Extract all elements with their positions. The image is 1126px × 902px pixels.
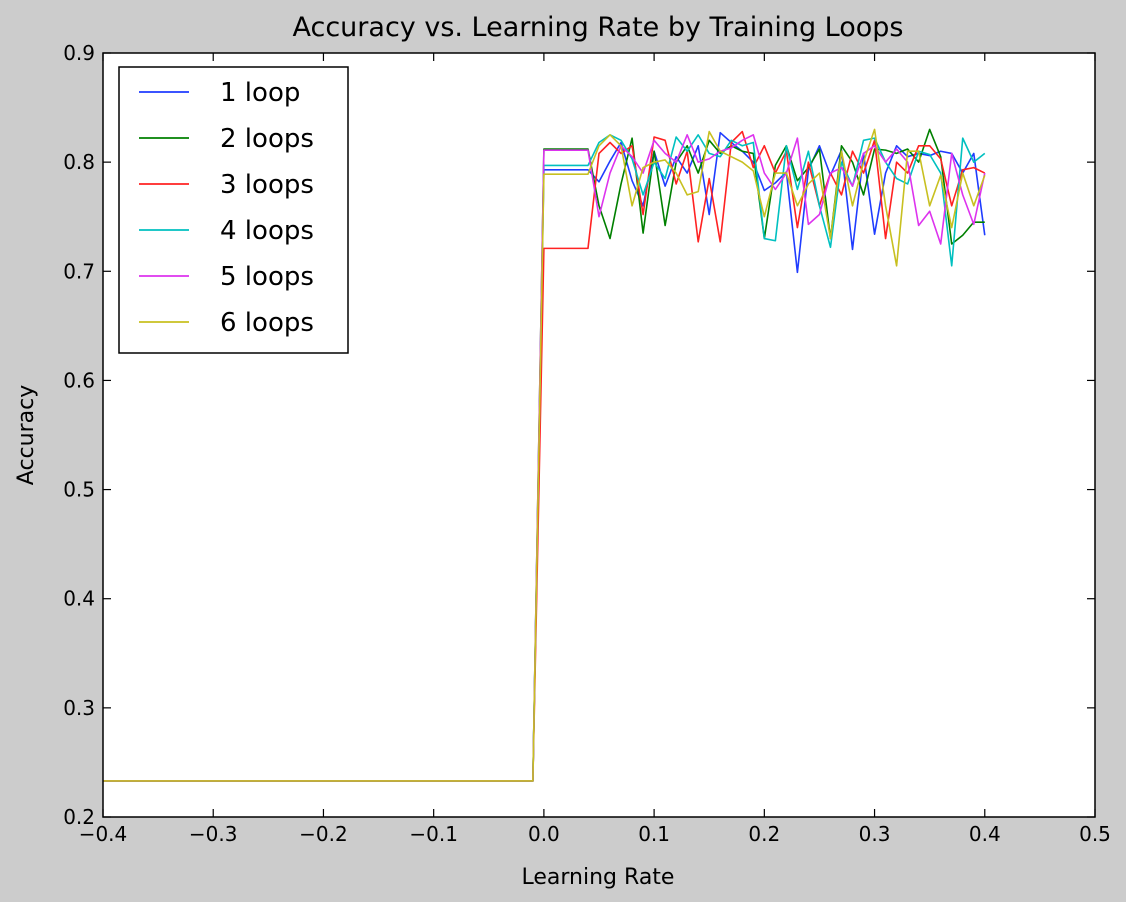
- y-tick-label: 0.3: [63, 696, 95, 720]
- x-tick-label: −0.2: [299, 822, 348, 846]
- x-tick-label: −0.4: [79, 822, 128, 846]
- series-layer: [103, 128, 986, 782]
- legend-label-1: 1 loop: [220, 78, 300, 108]
- series-line-6: [103, 128, 986, 782]
- x-tick-label: 0.5: [1079, 822, 1111, 846]
- y-tick-label: 0.4: [63, 587, 95, 611]
- x-axis-ticks: −0.4 −0.3 −0.2 −0.1 0.0 0.1 0.2 0.3 0.4 0.5: [79, 53, 1111, 846]
- x-tick-label: −0.1: [409, 822, 458, 846]
- x-tick-label: 0.0: [528, 822, 560, 846]
- legend-label-2: 2 loops: [220, 124, 314, 154]
- y-axis-label: Accuracy: [14, 385, 39, 485]
- legend: 1 loop 2 loops 3 loops 4 loops 5 loops 6 loop…: [118, 66, 349, 354]
- x-tick-label: 0.2: [748, 822, 780, 846]
- legend-label-5: 5 loops: [220, 262, 314, 292]
- y-tick-label: 0.8: [63, 150, 95, 174]
- y-tick-label: 0.7: [63, 259, 95, 283]
- y-axis-ticks: 0.2 0.3 0.4 0.5 0.6 0.7 0.8 0.9: [63, 41, 1095, 829]
- x-tick-label: −0.3: [189, 822, 238, 846]
- y-tick-label: 0.9: [63, 41, 95, 65]
- x-tick-label: 0.1: [638, 822, 670, 846]
- y-tick-label: 0.5: [63, 478, 95, 502]
- legend-box: [118, 66, 349, 354]
- x-tick-label: 0.4: [969, 822, 1001, 846]
- legend-label-3: 3 loops: [220, 170, 314, 200]
- y-tick-label: 0.6: [63, 368, 95, 392]
- legend-label-4: 4 loops: [220, 216, 314, 246]
- chart-title: Accuracy vs. Learning Rate by Training L…: [293, 12, 904, 43]
- legend-label-6: 6 loops: [220, 308, 314, 338]
- plot-frame: [102, 52, 1096, 818]
- x-axis-label: Learning Rate: [522, 865, 675, 890]
- x-tick-label: 0.3: [859, 822, 891, 846]
- y-tick-label: 0.2: [63, 805, 95, 829]
